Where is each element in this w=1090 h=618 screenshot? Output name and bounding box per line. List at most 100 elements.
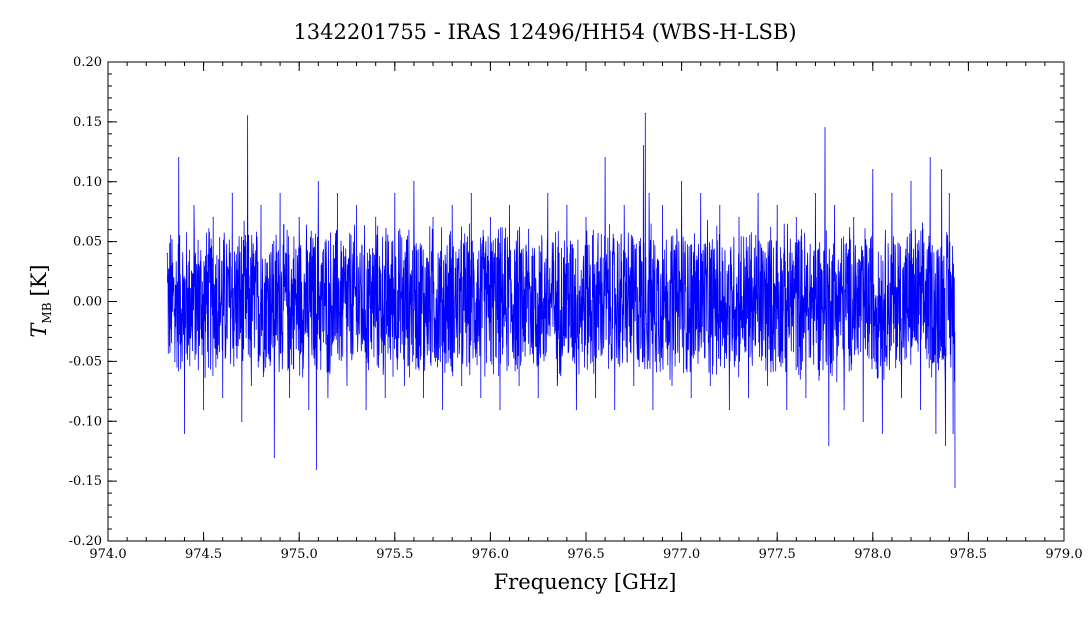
- y-tick-label: 0.00: [73, 295, 102, 310]
- series-point: [585, 217, 587, 219]
- series-point: [828, 444, 830, 446]
- series-point: [289, 396, 291, 398]
- series-point: [814, 193, 817, 195]
- series-point: [719, 205, 721, 207]
- series-point: [518, 384, 520, 386]
- series-point: [279, 193, 281, 195]
- series-point: [652, 408, 654, 410]
- y-axis-ticks: -0.20 -0.15 -0.10 -0.05 0.00 0.05 0.10 0.15 0.20: [69, 55, 1064, 549]
- series-point: [231, 193, 233, 195]
- series-point: [461, 384, 463, 386]
- series-point: [757, 193, 759, 195]
- y-tick-label: 0.05: [73, 235, 102, 250]
- series-point: [728, 408, 731, 410]
- series-point: [633, 384, 635, 386]
- series-point: [315, 468, 317, 470]
- series-point: [623, 205, 625, 207]
- series-point: [767, 384, 769, 386]
- x-tick-label: 979.0: [1045, 547, 1082, 562]
- series-point: [174, 360, 176, 362]
- series-point: [644, 112, 646, 115]
- series-point: [891, 193, 893, 195]
- spectrum-series-line: [166, 113, 956, 488]
- series-point: [394, 193, 396, 195]
- x-tick-label: 977.0: [663, 547, 700, 562]
- series-point: [824, 127, 826, 129]
- series-point: [346, 384, 348, 386]
- series-point: [681, 181, 683, 183]
- series-point: [193, 205, 195, 207]
- series-point: [365, 408, 367, 410]
- series-point: [786, 408, 788, 410]
- series-point: [403, 384, 405, 386]
- series-point: [480, 396, 482, 398]
- series-point: [948, 193, 950, 195]
- y-tick-label: 0.10: [73, 175, 102, 190]
- series-point: [795, 217, 797, 219]
- series-point: [375, 217, 377, 219]
- x-axis-ticks: 974.0 974.5 975.0 975.5 976.0 976.5 977.0 977.5…: [89, 62, 1083, 562]
- plot-area: [166, 112, 956, 488]
- series-point: [166, 253, 168, 255]
- y-axis-label: TMB [K]: [27, 264, 54, 337]
- series-point: [273, 456, 275, 458]
- y-tick-label: -0.10: [69, 414, 102, 429]
- y-tick-label: -0.05: [69, 354, 102, 369]
- series-point: [805, 396, 807, 398]
- series-point: [671, 384, 673, 386]
- series-point: [298, 217, 300, 219]
- series-point: [336, 193, 338, 195]
- series-point: [183, 432, 186, 434]
- x-tick-label: 975.5: [376, 547, 413, 562]
- series-point: [935, 432, 937, 434]
- series-point: [862, 420, 864, 422]
- y-axis-label-main: T: [27, 322, 51, 338]
- series-point: [690, 396, 692, 398]
- series-point: [776, 205, 778, 207]
- series-point: [508, 205, 511, 207]
- series-point: [941, 169, 943, 171]
- series-point: [203, 408, 205, 410]
- series-point: [944, 444, 947, 446]
- x-tick-label: 975.0: [281, 547, 318, 562]
- series-point: [547, 193, 549, 195]
- series-point: [872, 169, 874, 171]
- series-point: [442, 408, 444, 410]
- series-point: [929, 157, 931, 159]
- series-point: [881, 432, 884, 434]
- x-tick-label: 976.5: [567, 547, 604, 562]
- series-point: [422, 396, 425, 398]
- series-point: [595, 396, 597, 398]
- series-point: [499, 408, 501, 410]
- series-point: [247, 115, 249, 117]
- series-point: [700, 193, 702, 195]
- series-point: [952, 432, 954, 434]
- series-point: [575, 408, 578, 410]
- series-point: [356, 205, 358, 207]
- y-tick-label: 0.15: [73, 115, 102, 130]
- x-axis-label: Frequency [GHz]: [494, 570, 677, 594]
- y-axis-label-sub: MB: [40, 302, 54, 323]
- x-tick-label: 977.5: [759, 547, 796, 562]
- series-point: [614, 408, 616, 410]
- series-point: [260, 205, 262, 207]
- series-point: [317, 181, 319, 183]
- y-tick-label: -0.15: [69, 474, 102, 489]
- x-tick-label: 974.5: [185, 547, 222, 562]
- y-tick-label: 0.20: [73, 55, 102, 70]
- series-point: [384, 396, 386, 398]
- x-tick-label: 978.0: [854, 547, 891, 562]
- x-tick-label: 978.5: [950, 547, 987, 562]
- series-point: [843, 408, 845, 410]
- series-point: [432, 217, 434, 219]
- series-points: [166, 112, 956, 488]
- series-point: [709, 384, 711, 386]
- series-point: [222, 396, 224, 398]
- series-point: [489, 217, 491, 219]
- series-point: [556, 384, 558, 386]
- series-point: [853, 217, 855, 219]
- svg-text:TMB[K]: TMB [K]: [27, 264, 54, 337]
- series-point: [661, 205, 664, 207]
- x-tick-label: 974.0: [89, 547, 126, 562]
